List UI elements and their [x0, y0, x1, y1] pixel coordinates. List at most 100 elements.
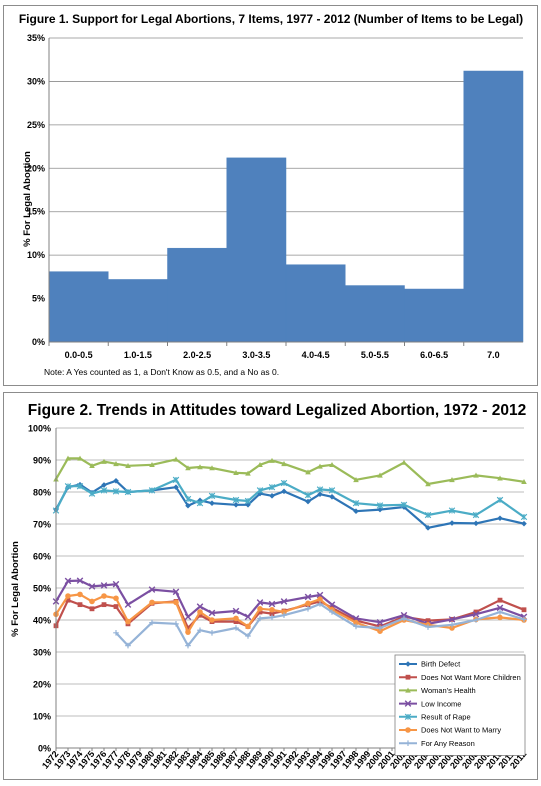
figure-2-point: [173, 599, 179, 606]
figure-2-legend-label: For Any Reason: [421, 739, 475, 748]
figure-2-point: [449, 520, 455, 526]
figure-2-point: [124, 488, 132, 496]
figure-2-point: [473, 472, 479, 478]
figure-2-point: [401, 615, 407, 622]
figure-2-point: [353, 508, 359, 514]
figure-2-point: [305, 498, 311, 505]
figure-1-note: Note: A Yes counted as 1, a Don't Know a…: [44, 367, 279, 377]
figure-2-point: [497, 609, 503, 615]
figure-2-point: [448, 507, 456, 514]
figure-1-x-tick-label: 2.0-2.5: [183, 350, 211, 360]
figure-2-point: [257, 615, 263, 622]
figure-2-series-2: [53, 455, 527, 487]
figure-2-point: [112, 580, 120, 588]
figure-1-y-tick-label: 0%: [32, 337, 45, 347]
figure-2-point: [76, 577, 84, 584]
figure-1-axes: 0% 5% 10% 15% 20% 25% 30% 35% 0.0-0.5 1.0-1.5 2.0-…: [27, 33, 523, 360]
figure-2-point: [352, 499, 360, 507]
figure-2-point: [245, 470, 251, 476]
figure-2-series-3: [52, 577, 528, 628]
figure-2-point: [184, 613, 192, 621]
figure-2-point: [304, 491, 312, 499]
figure-2-point: [353, 619, 359, 626]
figure-1-y-tick-label: 20%: [27, 163, 45, 173]
figure-2-point: [328, 487, 336, 494]
figure-2-point: [233, 470, 239, 476]
figure-2-legend-label: Low Income: [421, 699, 461, 708]
figure-2-point: [257, 490, 263, 497]
figure-2-point: [269, 606, 275, 613]
figure-2-point: [305, 606, 311, 612]
figure-2-point: [256, 487, 264, 494]
figure-2-point: [280, 598, 288, 605]
figure-2-point: [64, 483, 72, 490]
figure-2-point: [124, 601, 132, 608]
figure-2-point: [209, 500, 215, 506]
figure-2-series-line: [55, 479, 525, 529]
figure-2-legend-label: Does Not Want More Children: [421, 673, 521, 682]
figure-2-series: [52, 455, 528, 649]
figure-2-point: [77, 602, 83, 608]
figure-2-legend-label: Birth Defect: [421, 660, 461, 669]
figure-2-point: [269, 457, 275, 463]
figure-2-point: [305, 600, 311, 607]
figure-2-point: [377, 472, 383, 478]
figure-2-point: [305, 469, 311, 475]
figure-2-point: [281, 612, 287, 618]
figure-2-point: [329, 462, 335, 468]
figure-2-point: [88, 490, 96, 497]
figure-2-point: [101, 458, 107, 464]
figure-1-chart: Figure 1. Support for Legal Abortions, 7…: [19, 12, 524, 377]
figure-2-point: [497, 515, 503, 522]
figure-1-bar: [345, 285, 405, 343]
figure-2-point: [197, 464, 203, 470]
figure-2-point: [196, 603, 204, 610]
figure-2-legend-item: Woman's Health: [399, 686, 476, 695]
figure-2-point: [113, 461, 119, 467]
figure-2-point: [377, 625, 383, 631]
figure-2-point: [353, 477, 359, 483]
figure-2-point: [185, 629, 191, 635]
figure-1-bar: [108, 279, 168, 343]
figure-2-point: [100, 487, 108, 494]
figure-2-panel: Figure 2. Trends in Attitudes toward Leg…: [3, 392, 538, 780]
figure-1-bar: [226, 157, 287, 343]
figure-2-legend-item: Low Income: [399, 699, 461, 708]
figure-2-series-line: [55, 579, 525, 625]
figure-2-point: [244, 497, 252, 505]
figure-2-point: [89, 598, 95, 605]
figure-2-point: [148, 487, 156, 494]
figure-2-series-4: [52, 476, 528, 521]
figure-2-point: [208, 609, 216, 617]
figure-2-point: [268, 483, 276, 491]
figure-2-point: [113, 595, 119, 602]
figure-2-point: [209, 465, 215, 471]
figure-1-y-tick-label: 35%: [27, 33, 45, 43]
figure-2-point: [425, 481, 431, 487]
figure-2-point: [148, 586, 156, 593]
figure-2-point: [149, 599, 155, 606]
figure-2-point: [197, 627, 203, 634]
figure-2-axes: 0%10%20%30%40%50%60%70%80%90%100%1972197…: [28, 424, 529, 771]
figure-2-point: [88, 583, 96, 590]
figure-2-point: [405, 674, 411, 680]
figure-2-point: [317, 596, 323, 602]
figure-2-point: [100, 582, 108, 589]
figure-2-chart: Figure 2. Trends in Attitudes toward Leg…: [10, 402, 529, 771]
figure-2-point: [113, 604, 119, 609]
figure-1-x-tick-label: 0.0-0.5: [65, 350, 93, 360]
figure-2-point: [448, 616, 456, 623]
figure-2-point: [125, 618, 131, 625]
figure-2-point: [101, 593, 107, 599]
figure-2-point: [172, 588, 180, 596]
figure-2-point: [400, 501, 408, 509]
figure-2-point: [496, 604, 504, 612]
figure-2-point: [89, 606, 95, 612]
figure-2-y-tick-label: 100%: [28, 424, 51, 434]
figure-1-y-tick-label: 10%: [27, 250, 45, 260]
figure-2-point: [209, 630, 215, 636]
figure-2-point: [232, 496, 240, 504]
figure-2-point: [77, 591, 83, 598]
figure-2-point: [473, 520, 479, 527]
figure-2-point: [197, 609, 203, 615]
